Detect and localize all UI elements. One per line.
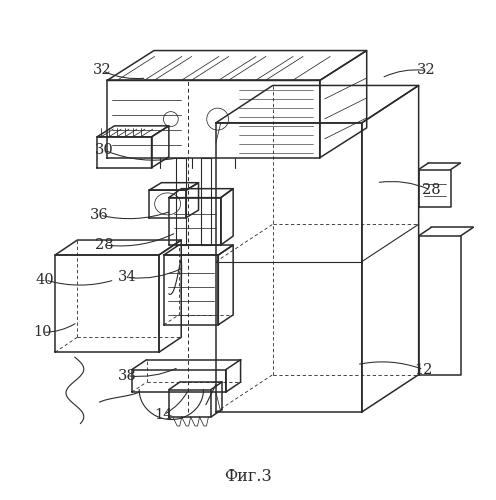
Text: 28: 28 xyxy=(95,238,114,252)
Text: 36: 36 xyxy=(90,208,109,222)
Text: 40: 40 xyxy=(36,273,55,287)
Text: 38: 38 xyxy=(118,368,136,382)
Text: 12: 12 xyxy=(414,362,433,376)
Text: 14: 14 xyxy=(155,408,173,422)
Text: 28: 28 xyxy=(422,183,440,197)
Text: 32: 32 xyxy=(93,64,112,78)
Text: Фиг.3: Фиг.3 xyxy=(224,468,272,485)
Text: 10: 10 xyxy=(34,326,52,340)
Text: 32: 32 xyxy=(417,64,435,78)
Text: 30: 30 xyxy=(95,144,114,158)
Text: 34: 34 xyxy=(118,270,136,284)
